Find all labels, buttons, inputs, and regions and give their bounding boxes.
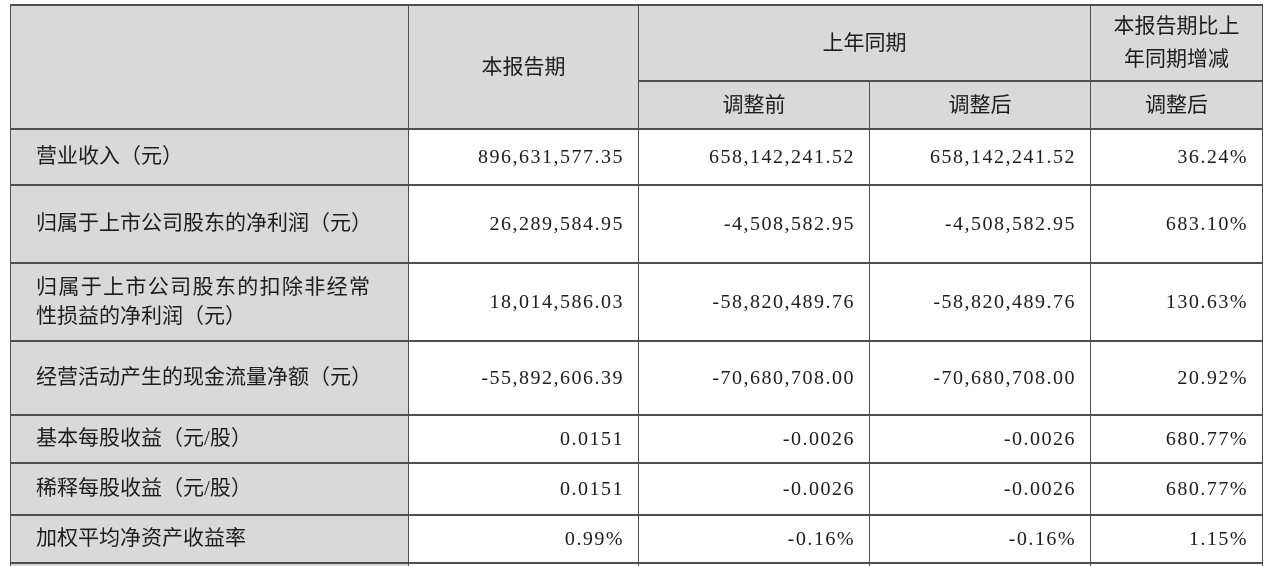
prior-before-adjust-value: -58,820,489.76 bbox=[638, 262, 870, 342]
prior-after-adjust-value: -70,680,708.00 bbox=[869, 340, 1091, 416]
prior-after-adjust-value: -0.0026 bbox=[869, 414, 1091, 464]
table-row-operating-cash-flow: 经营活动产生的现金流量净额（元） -55,892,606.39 -70,680,… bbox=[10, 340, 1263, 416]
header-change-group: 本报告期比上年同期增减 bbox=[1090, 4, 1263, 82]
change-percent-value: 680.77% bbox=[1090, 414, 1263, 464]
current-period-value: -55,892,606.39 bbox=[408, 340, 639, 416]
row-label: 营业收入（元） bbox=[10, 128, 409, 186]
table-row-diluted-eps: 稀释每股收益（元/股） 0.0151 -0.0026 -0.0026 680.7… bbox=[10, 462, 1263, 516]
prior-before-adjust-value: -70,680,708.00 bbox=[638, 340, 870, 416]
current-period-value: 896,631,577.35 bbox=[408, 128, 639, 186]
prior-after-adjust-value: -0.16% bbox=[869, 514, 1091, 564]
row-label: 基本每股收益（元/股） bbox=[10, 414, 409, 464]
clipped-next-row bbox=[10, 562, 1263, 566]
current-period-value: 0.0151 bbox=[408, 462, 639, 516]
prior-before-adjust-value: -0.16% bbox=[638, 514, 870, 564]
change-percent-value: 1.15% bbox=[1090, 514, 1263, 564]
change-percent-value: 680.77% bbox=[1090, 462, 1263, 516]
table-row-basic-eps: 基本每股收益（元/股） 0.0151 -0.0026 -0.0026 680.7… bbox=[10, 414, 1263, 464]
row-label: 归属于上市公司股东的扣除非经常性损益的净利润（元） bbox=[10, 262, 409, 342]
prior-before-adjust-value: -4,508,582.95 bbox=[638, 184, 870, 264]
current-period-value: 0.99% bbox=[408, 514, 639, 564]
header-change-after-adjustment: 调整后 bbox=[1090, 80, 1263, 130]
header-row-label-col bbox=[10, 4, 409, 130]
table-row-weighted-avg-roe: 加权平均净资产收益率 0.99% -0.16% -0.16% 1.15% bbox=[10, 514, 1263, 564]
header-prior-period-group: 上年同期 bbox=[638, 4, 1091, 82]
table-row-net-profit-excl-nonrecurring: 归属于上市公司股东的扣除非经常性损益的净利润（元） 18,014,586.03 … bbox=[10, 262, 1263, 342]
table-row-operating-revenue: 营业收入（元） 896,631,577.35 658,142,241.52 65… bbox=[10, 128, 1263, 186]
prior-before-adjust-value: 658,142,241.52 bbox=[638, 128, 870, 186]
header-row-groups: 本报告期 上年同期 本报告期比上年同期增减 bbox=[10, 4, 1263, 130]
header-before-adjustment: 调整前 bbox=[638, 80, 870, 130]
table-row-net-profit: 归属于上市公司股东的净利润（元） 26,289,584.95 -4,508,58… bbox=[10, 184, 1263, 264]
key-financials-table: 本报告期 上年同期 本报告期比上年同期增减 调整前 调整后 调整后 营业收入（元… bbox=[10, 4, 1263, 566]
prior-after-adjust-value: -4,508,582.95 bbox=[869, 184, 1091, 264]
current-period-value: 18,014,586.03 bbox=[408, 262, 639, 342]
current-period-value: 0.0151 bbox=[408, 414, 639, 464]
row-label: 稀释每股收益（元/股） bbox=[10, 462, 409, 516]
change-percent-value: 683.10% bbox=[1090, 184, 1263, 264]
change-percent-value: 36.24% bbox=[1090, 128, 1263, 186]
prior-after-adjust-value: -58,820,489.76 bbox=[869, 262, 1091, 342]
header-current-period: 本报告期 bbox=[408, 4, 639, 130]
row-label: 经营活动产生的现金流量净额（元） bbox=[10, 340, 409, 416]
prior-before-adjust-value: -0.0026 bbox=[638, 414, 870, 464]
row-label: 归属于上市公司股东的净利润（元） bbox=[10, 184, 409, 264]
change-percent-value: 20.92% bbox=[1090, 340, 1263, 416]
prior-before-adjust-value: -0.0026 bbox=[638, 462, 870, 516]
header-after-adjustment: 调整后 bbox=[869, 80, 1091, 130]
current-period-value: 26,289,584.95 bbox=[408, 184, 639, 264]
prior-after-adjust-value: 658,142,241.52 bbox=[869, 128, 1091, 186]
change-percent-value: 130.63% bbox=[1090, 262, 1263, 342]
header-row-subcolumns: 调整前 调整后 调整后 bbox=[11, 80, 1263, 130]
prior-after-adjust-value: -0.0026 bbox=[869, 462, 1091, 516]
row-label: 加权平均净资产收益率 bbox=[10, 514, 409, 564]
